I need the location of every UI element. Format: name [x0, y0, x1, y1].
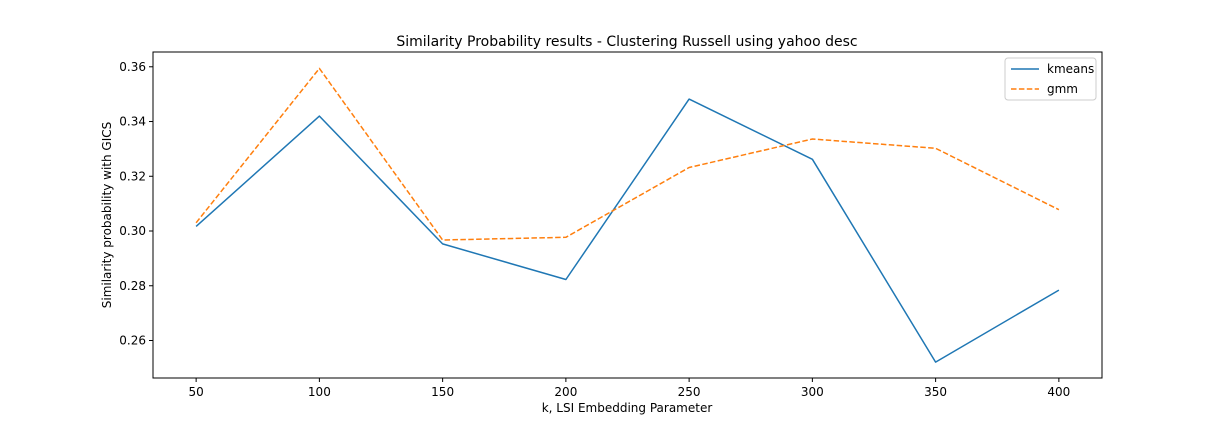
- y-tick-label: 0.26: [119, 334, 146, 348]
- series-line-kmeans: [195, 98, 1060, 363]
- x-tick-label: 100: [308, 385, 331, 399]
- legend-label-kmeans: kmeans: [1047, 62, 1094, 76]
- x-tick-label: 150: [431, 385, 454, 399]
- x-tick-label: 400: [1047, 385, 1070, 399]
- y-tick-label: 0.34: [119, 115, 146, 129]
- x-tick-label: 50: [188, 385, 203, 399]
- plot-frame: [152, 51, 1103, 379]
- x-tick-label: 350: [924, 385, 947, 399]
- x-tick-label: 300: [801, 385, 824, 399]
- x-axis-label: k, LSI Embedding Parameter: [542, 401, 713, 415]
- x-tick-label: 250: [678, 385, 701, 399]
- chart-title: Similarity Probability results - Cluster…: [396, 34, 857, 50]
- x-tick-label: 200: [554, 385, 577, 399]
- y-tick-label: 0.28: [119, 279, 146, 293]
- y-tick-label: 0.32: [119, 169, 146, 183]
- y-axis-label: Similarity probability with GICS: [100, 122, 114, 309]
- series-line-gmm: [195, 67, 1060, 241]
- y-tick-label: 0.30: [119, 224, 146, 238]
- y-tick-label: 0.36: [119, 60, 146, 74]
- plot-area: 50 100 150 200 250 300 350 400 0.26 0.28 0.30 0.32 0…: [119, 51, 1103, 399]
- legend-label-gmm: gmm: [1047, 82, 1078, 96]
